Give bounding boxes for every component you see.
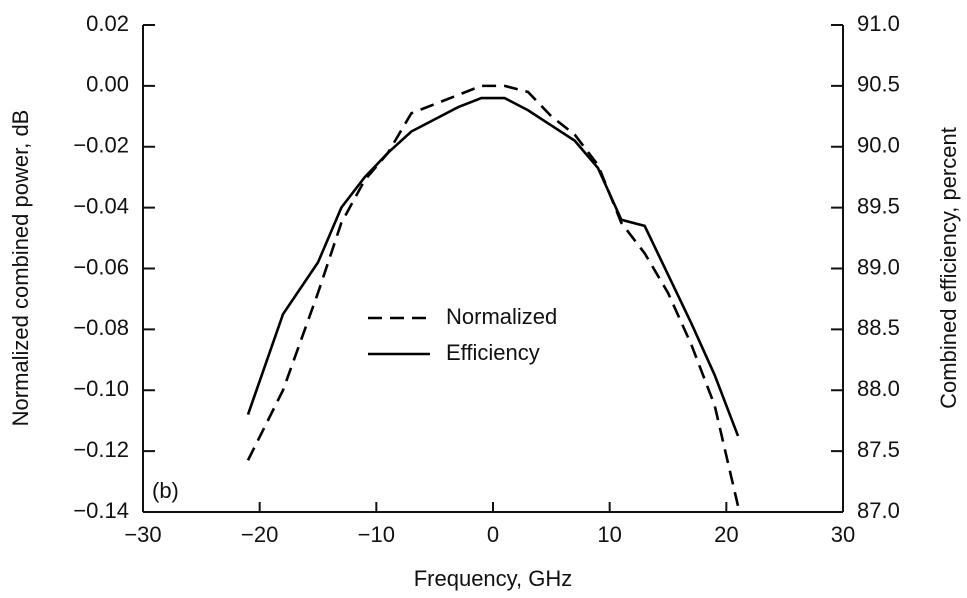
y-tick-label: −0.14 (73, 498, 129, 523)
y-tick-label: −0.04 (73, 193, 129, 218)
y2-tick-label: 89.0 (857, 254, 900, 279)
x-axis-label: Frequency, GHz (414, 566, 573, 591)
x-tick-label: −10 (358, 522, 395, 547)
y2-tick-label: 90.0 (857, 133, 900, 158)
y2-tick-label: 91.0 (857, 11, 900, 36)
y-tick-label: −0.06 (73, 254, 129, 279)
y-tick-label: −0.08 (73, 315, 129, 340)
x-tick-label: −20 (241, 522, 278, 547)
legend-label: Normalized (446, 304, 557, 329)
x-tick-label: 30 (831, 522, 855, 547)
y2-tick-label: 88.0 (857, 376, 900, 401)
y2-tick-label: 88.5 (857, 315, 900, 340)
annotation: (b) (152, 478, 179, 503)
y-axis-label: Normalized combined power, dB (8, 110, 33, 427)
y-tick-label: 0.02 (86, 11, 129, 36)
x-tick-label: 0 (487, 522, 499, 547)
x-tick-label: 10 (597, 522, 621, 547)
x-tick-label: 20 (714, 522, 738, 547)
y2-tick-label: 87.0 (857, 498, 900, 523)
y2-tick-label: 89.5 (857, 193, 900, 218)
y-tick-label: −0.12 (73, 437, 129, 462)
y2-tick-label: 87.5 (857, 437, 900, 462)
y2-tick-label: 90.5 (857, 72, 900, 97)
y-tick-label: −0.02 (73, 133, 129, 158)
legend-label: Efficiency (446, 340, 540, 365)
y-tick-label: 0.00 (86, 72, 129, 97)
y-tick-label: −0.10 (73, 376, 129, 401)
x-tick-label: −30 (124, 522, 161, 547)
y2-axis-label: Combined efficiency, percent (936, 127, 961, 409)
data-line (246, 96, 740, 437)
data-line (246, 84, 740, 507)
